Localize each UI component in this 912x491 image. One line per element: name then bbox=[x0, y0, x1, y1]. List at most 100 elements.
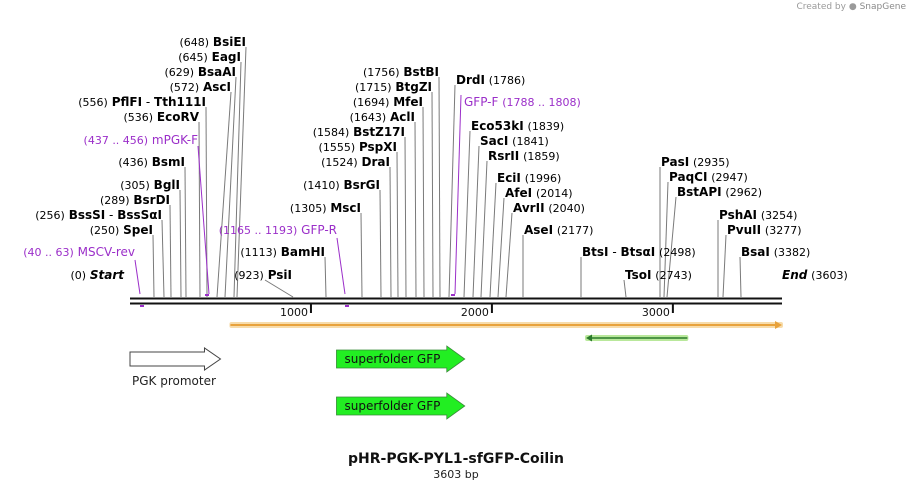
site-pos-37: (3277) bbox=[765, 224, 802, 237]
site-label-7: (305) BglI bbox=[120, 178, 180, 192]
site-label-2: (629) BsaAI bbox=[164, 65, 236, 79]
site-name-25-0: SacI bbox=[480, 134, 508, 148]
site-name-30-0: AseI bbox=[524, 223, 553, 237]
gfp-arrow-0 bbox=[336, 345, 466, 373]
site-name-14-0: MscI bbox=[330, 201, 361, 215]
site-line-28 bbox=[497, 197, 505, 298]
site-label-37: PvuII (3277) bbox=[727, 223, 802, 237]
site-line-14 bbox=[360, 212, 363, 298]
site-label-30: AseI (2177) bbox=[524, 223, 593, 237]
site-line-18 bbox=[404, 136, 407, 298]
site-line-34 bbox=[663, 181, 669, 298]
site-label-28: AfeI (2014) bbox=[505, 186, 573, 200]
site-line-1 bbox=[233, 61, 242, 298]
primer-line-1 bbox=[134, 259, 141, 295]
site-label-15: (1410) BsrGI bbox=[303, 178, 380, 192]
site-line-38 bbox=[739, 256, 742, 298]
site-name-36-0: PshAI bbox=[719, 208, 757, 222]
site-pos-22: (1756) bbox=[363, 66, 400, 79]
site-line-35 bbox=[666, 196, 677, 298]
site-pos-16: (1524) bbox=[321, 156, 358, 169]
site-name-2-0: BsaAI bbox=[198, 65, 236, 79]
site-label-3: (572) AscI bbox=[170, 80, 231, 94]
credit-text: Created by bbox=[796, 2, 846, 12]
site-pos-9: (256) bbox=[35, 209, 65, 222]
site-label-19: (1643) AclI bbox=[350, 110, 415, 124]
site-name-21-0: BtgZI bbox=[395, 80, 432, 94]
site-label-5: (536) EcoRV bbox=[123, 110, 199, 124]
site-name-19-0: AclI bbox=[390, 110, 415, 124]
site-name-37-0: PvuII bbox=[727, 223, 761, 237]
site-pos-25: (1841) bbox=[512, 135, 549, 148]
site-pos-4: (556) bbox=[78, 96, 108, 109]
site-name-22-0: BstBI bbox=[403, 65, 439, 79]
gfp-label-1: superfolder GFP bbox=[344, 399, 440, 413]
site-name-31-0: BtsI bbox=[582, 245, 609, 259]
primer-range-1: (40 .. 63) bbox=[23, 246, 74, 259]
primer-name-3: GFP-F bbox=[464, 95, 499, 109]
site-label-6: (436) BsmI bbox=[118, 155, 185, 169]
site-name-6-0: BsmI bbox=[152, 155, 185, 169]
plasmid-length: 3603 bp bbox=[433, 468, 479, 481]
site-label-29: AvrII (2040) bbox=[513, 201, 585, 215]
site-name-32-0: TsoI bbox=[625, 268, 651, 282]
site-line-25 bbox=[472, 145, 480, 298]
site-line-7 bbox=[179, 189, 182, 298]
primer-range-2: (1165 .. 1193) bbox=[219, 224, 298, 237]
primer-label-2: (1165 .. 1193) GFP-R bbox=[219, 223, 337, 237]
site-line-13 bbox=[324, 256, 327, 298]
site-pos-28: (2014) bbox=[536, 187, 573, 200]
site-label-27: EciI (1996) bbox=[497, 171, 561, 185]
primer-line-3 bbox=[454, 94, 462, 295]
site-pos-12: (923) bbox=[234, 269, 264, 282]
site-pos-21: (1715) bbox=[355, 81, 392, 94]
site-line-22 bbox=[438, 76, 441, 298]
site-label-16: (1524) DraI bbox=[321, 155, 390, 169]
primer-label-1: (40 .. 63) MSCV-rev bbox=[23, 245, 135, 259]
site-line-10 bbox=[152, 234, 155, 298]
site-name-33-0: PasI bbox=[661, 155, 689, 169]
site-label-10: (250) SpeI bbox=[90, 223, 153, 237]
site-pos-15: (1410) bbox=[303, 179, 340, 192]
site-name-27-0: EciI bbox=[497, 171, 521, 185]
site-name-11-0: Start bbox=[90, 268, 125, 282]
site-pos-27: (1996) bbox=[525, 172, 562, 185]
site-name-1-0: EagI bbox=[212, 50, 241, 64]
site-line-12 bbox=[264, 279, 294, 298]
site-line-26 bbox=[480, 160, 488, 298]
site-name-28-0: AfeI bbox=[505, 186, 532, 200]
site-label-17: (1555) PspXI bbox=[319, 140, 397, 154]
primer-line-2 bbox=[336, 237, 346, 295]
site-name-3-0: AscI bbox=[203, 80, 231, 94]
map-title-block: pHR-PGK-PYL1-sfGFP-Coilin 3603 bp bbox=[0, 451, 912, 481]
site-pos-29: (2040) bbox=[548, 202, 585, 215]
site-pos-36: (3254) bbox=[761, 209, 798, 222]
credit-brand: SnapGene bbox=[859, 2, 906, 12]
site-pos-38: (3382) bbox=[774, 246, 811, 259]
site-label-38: BsaI (3382) bbox=[741, 245, 810, 259]
gfp-label-0: superfolder GFP bbox=[344, 352, 440, 366]
site-pos-26: (1859) bbox=[523, 150, 560, 163]
plasmid-name: pHR-PGK-PYL1-sfGFP-Coilin bbox=[348, 451, 564, 467]
site-line-17 bbox=[396, 151, 399, 298]
site-label-22: (1756) BstBI bbox=[363, 65, 439, 79]
snapgene-credit: Created by ● SnapGene bbox=[796, 2, 906, 12]
site-name-15-0: BsrGI bbox=[343, 178, 380, 192]
site-name-16-0: DraI bbox=[362, 155, 390, 169]
site-label-32: TsoI (2743) bbox=[625, 268, 692, 282]
site-label-0: (648) BsiEI bbox=[180, 35, 247, 49]
site-label-13: (1113) BamHI bbox=[240, 245, 325, 259]
site-line-16 bbox=[389, 166, 392, 298]
primer-name-0: mPGK-F bbox=[152, 133, 198, 147]
site-name-31-1: BtsαI bbox=[620, 245, 655, 259]
snapgene-logo-icon: ● bbox=[848, 2, 857, 12]
site-name-9-1: BssSαI bbox=[117, 208, 162, 222]
site-dash-4: - bbox=[142, 95, 154, 109]
site-name-23-0: DrdI bbox=[456, 73, 485, 87]
site-pos-13: (1113) bbox=[240, 246, 277, 259]
site-line-23 bbox=[448, 84, 456, 298]
site-pos-35: (2962) bbox=[725, 186, 762, 199]
site-pos-30: (2177) bbox=[557, 224, 594, 237]
site-label-1: (645) EagI bbox=[178, 50, 241, 64]
site-name-34-0: PaqCI bbox=[669, 170, 707, 184]
